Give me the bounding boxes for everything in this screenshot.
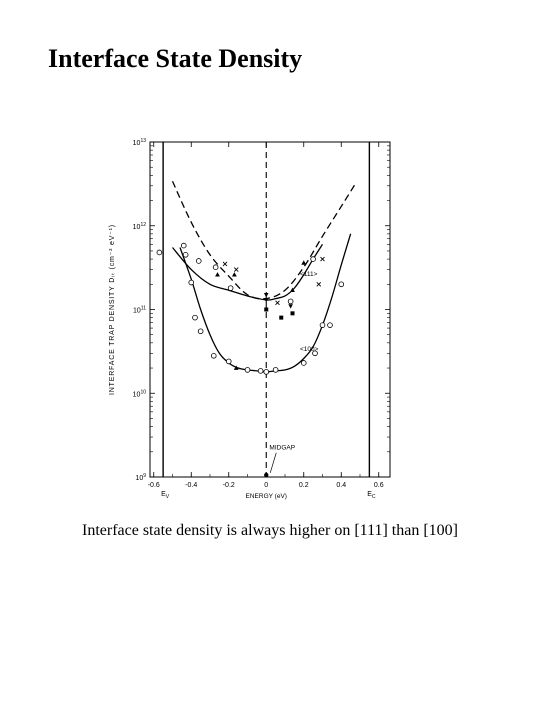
open-circle-marker — [310, 256, 316, 262]
cross-marker — [275, 300, 280, 306]
open-circle-marker — [182, 251, 189, 258]
plot-border — [149, 141, 391, 478]
x-tick-label: -0.6 — [148, 482, 160, 489]
filled-triangle-marker — [263, 298, 269, 303]
slide-title: Interface State Density — [48, 44, 303, 73]
interface-trap-density-chart: 1013 1012 1011 1010 109 -0.6 -0.4 -0.2 0 0.2 0.4 0… — [109, 138, 391, 500]
band-edges: EV EC — [161, 142, 376, 500]
y-axis-label: INTERFACE TRAP DENSITY Dᵢₜ (cm⁻² eV⁻¹) — [109, 224, 116, 395]
x-tick-label: 0.2 — [299, 482, 309, 489]
band-edge-label: EV — [161, 491, 170, 500]
x-tick-label: -0.2 — [223, 482, 235, 489]
band-edge-label: EC — [367, 491, 376, 500]
marker-layer — [156, 242, 345, 478]
midgap-label: MIDGAP — [269, 444, 295, 451]
filled-square-marker — [279, 315, 284, 320]
series-curve-1 — [172, 243, 324, 301]
y-axis-ticks: 1013 1012 1011 1010 109 — [133, 138, 390, 482]
series-layer — [171, 180, 357, 373]
open-circle-marker — [300, 360, 307, 366]
open-circle-marker — [287, 298, 294, 305]
cross-marker — [316, 281, 322, 287]
open-circle-marker — [257, 368, 264, 374]
triangle-marker — [231, 272, 237, 277]
y-tick-label: 109 — [135, 473, 146, 482]
open-circle-marker — [338, 281, 345, 288]
triangle-marker — [233, 365, 239, 370]
open-circle-marker — [327, 322, 333, 328]
x-tick-label: 0 — [264, 482, 268, 489]
filled-triangle-marker — [288, 304, 293, 309]
filled-triangle-marker — [263, 292, 269, 298]
filled-square-marker — [290, 311, 295, 316]
curve-annotation-1: <100> — [300, 346, 319, 353]
y-tick-label: 1011 — [133, 306, 146, 315]
open-circle-marker — [212, 264, 219, 270]
x-tick-label: 0.6 — [374, 482, 384, 489]
open-circle-marker — [263, 369, 270, 375]
x-tick-label: -0.4 — [185, 482, 197, 489]
midgap-pointer — [269, 452, 277, 473]
series-curve-0 — [171, 180, 357, 300]
cross-marker — [320, 256, 325, 262]
cross-marker — [222, 261, 228, 267]
triangle-marker — [215, 272, 220, 277]
open-circle-marker — [192, 314, 198, 321]
annotation-layer: <111> <100> — [300, 271, 319, 353]
open-circle-marker — [180, 242, 187, 249]
open-circle-marker — [210, 353, 217, 359]
y-tick-label: 1010 — [133, 389, 147, 398]
triangle-marker — [301, 260, 307, 265]
open-circle-marker — [188, 279, 195, 286]
x-axis-label: ENERGY (eV) — [246, 493, 287, 500]
filled-circle-marker — [264, 472, 269, 478]
x-axis-ticks: -0.6 -0.4 -0.2 0 0.2 0.4 0.6 — [148, 142, 384, 489]
filled-square-marker — [264, 307, 269, 312]
curve-annotation-0: <111> — [300, 271, 318, 278]
x-tick-label: 0.4 — [336, 482, 346, 489]
open-circle-marker — [312, 350, 318, 357]
slide-caption: Interface state density is always higher… — [81, 522, 459, 539]
y-tick-label: 1012 — [133, 222, 147, 231]
open-circle-marker — [272, 367, 279, 373]
y-tick-label: 1013 — [133, 138, 147, 147]
open-circle-marker — [156, 249, 163, 256]
triangle-marker — [290, 287, 295, 292]
open-circle-marker — [244, 367, 251, 373]
open-circle-marker — [225, 358, 232, 365]
open-circle-marker — [227, 285, 234, 291]
open-circle-marker — [197, 328, 204, 335]
open-circle-marker — [195, 258, 202, 264]
plot-frame — [149, 141, 391, 478]
series-curve-2 — [179, 233, 352, 373]
open-circle-marker — [319, 322, 326, 328]
cross-marker — [233, 267, 239, 272]
